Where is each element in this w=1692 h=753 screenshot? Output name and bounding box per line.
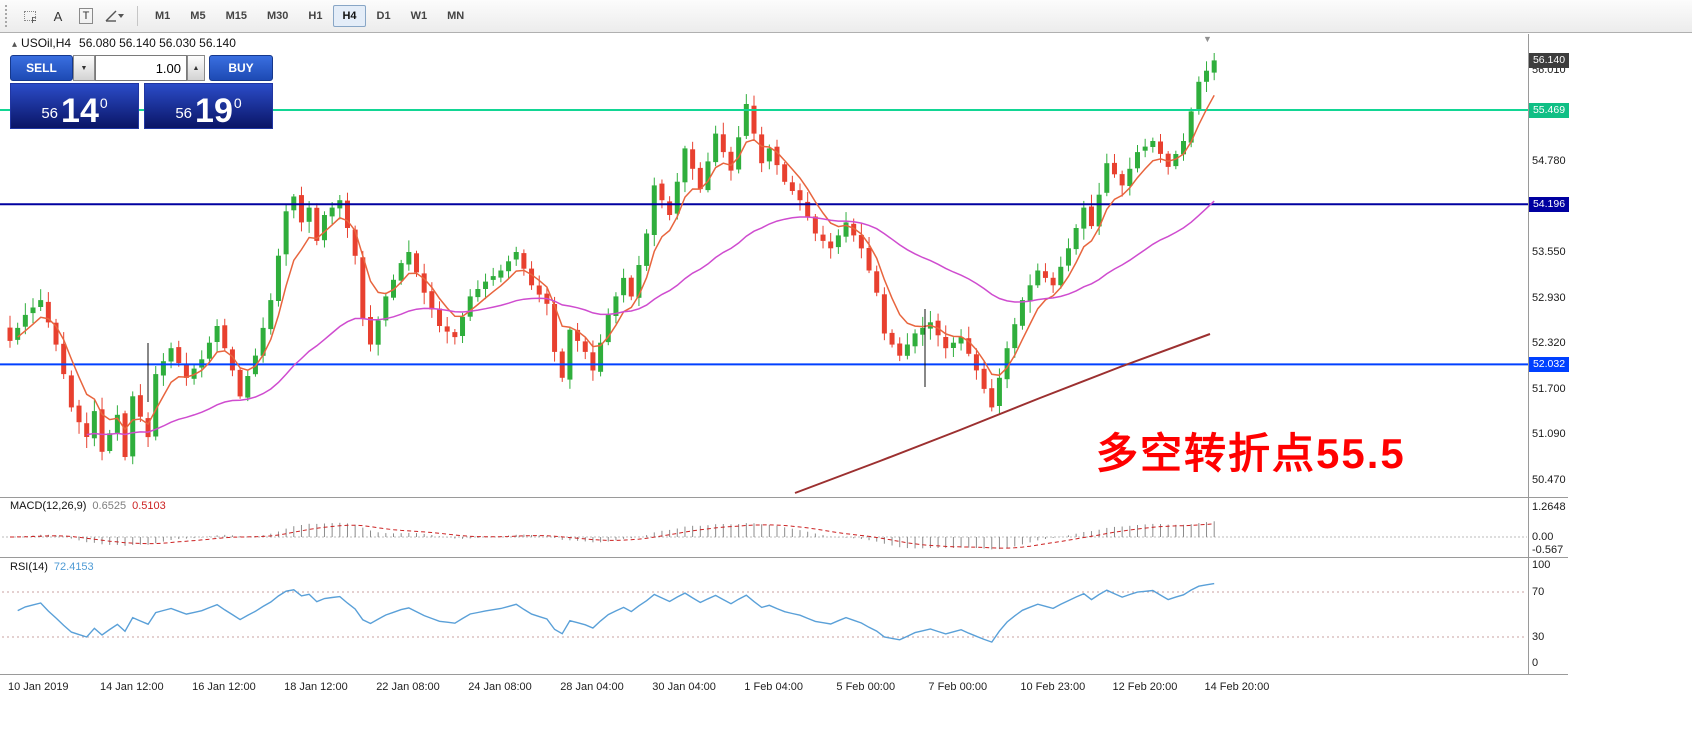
font-a-icon: A <box>53 8 63 24</box>
rsi-axis-label: 30 <box>1532 631 1545 643</box>
volume-dropdown-button[interactable]: ▼ <box>73 55 95 81</box>
sell-price-prefix: 56 <box>41 105 59 122</box>
one-click-trading-panel: SELL ▼ ▲ BUY 56 14 0 56 19 0 <box>10 55 273 129</box>
macd-axis-label: 0.00 <box>1532 531 1554 543</box>
chart-annotation[interactable]: 多空转折点55.5 <box>1096 430 1406 477</box>
text-label-icon: T <box>78 8 94 24</box>
price-axis-label: 53.550 <box>1532 246 1566 258</box>
price-axis-label: 54.780 <box>1532 155 1566 167</box>
chart-ohlc-header: ▴ USOil,H4 56.080 56.140 56.030 56.140 <box>12 36 236 50</box>
sell-price-display[interactable]: 56 14 0 <box>10 83 139 129</box>
time-axis-label: 28 Jan 04:00 <box>560 681 624 693</box>
text-label-tool-button[interactable]: T <box>73 4 99 28</box>
macd-indicator <box>2 521 1527 550</box>
buy-button[interactable]: BUY <box>209 55 273 81</box>
rsi-indicator <box>2 582 1527 643</box>
rsi-axis-label: 70 <box>1532 586 1545 598</box>
tab-timeframe-m30[interactable]: M30 <box>258 5 297 27</box>
time-axis-label: 30 Jan 04:00 <box>652 681 716 693</box>
buy-price-main: 19 <box>195 92 233 131</box>
grid-icon <box>23 11 36 21</box>
tab-timeframe-w1[interactable]: W1 <box>402 5 437 27</box>
time-axis-label: 10 Feb 23:00 <box>1020 681 1086 693</box>
sell-price-sup: 0 <box>99 95 108 111</box>
tab-timeframe-h4[interactable]: H4 <box>333 5 366 27</box>
time-axis-label: 22 Jan 08:00 <box>376 681 440 693</box>
shapes-dropdown-button[interactable] <box>101 4 129 28</box>
macd-axis-label: 1.2648 <box>1532 501 1566 513</box>
tab-timeframe-m15[interactable]: M15 <box>217 5 256 27</box>
symbol-timeframe-label: USOil,H4 <box>21 36 72 50</box>
sell-price-main: 14 <box>61 92 99 131</box>
time-axis-label: 10 Jan 2019 <box>8 681 69 693</box>
time-axis[interactable]: 10 Jan 2019 14 Jan 12:00 16 Jan 12:00 18 Ja… <box>0 675 1528 700</box>
buy-price-display[interactable]: 56 19 0 <box>144 83 273 129</box>
font-tool-button[interactable]: A <box>45 4 71 28</box>
tab-timeframe-m5[interactable]: M5 <box>181 5 214 27</box>
macd-axis-label: -0.567 <box>1532 544 1564 557</box>
sell-button[interactable]: SELL <box>10 55 73 81</box>
toolbar-separator <box>137 6 138 26</box>
chevron-down-icon: ▼ <box>80 64 88 72</box>
macd-signal-value: 0.5103 <box>132 500 166 512</box>
rsi-axis-label: 0 <box>1532 657 1539 669</box>
time-axis-label: 1 Feb 04:00 <box>744 681 804 693</box>
macd-main-value: 0.6525 <box>92 500 127 512</box>
moving-averages <box>17 94 1215 494</box>
rsi-title-label: RSI(14) <box>10 561 48 573</box>
time-axis-label: 16 Jan 12:00 <box>192 681 256 693</box>
price-axis[interactable]: 56.010 54.780 53.550 52.930 52.320 51.700 51.0… <box>1528 33 1692 675</box>
volume-increase-button[interactable]: ▲ <box>187 55 205 81</box>
price-axis-label: 51.700 <box>1532 382 1566 395</box>
time-axis-label: 24 Jan 08:00 <box>468 681 532 693</box>
time-axis-label: 12 Feb 20:00 <box>1112 681 1178 693</box>
tab-timeframe-h1[interactable]: H1 <box>299 5 331 27</box>
rsi-value: 72.4153 <box>53 561 94 573</box>
ohlc-values: 56.080 56.140 56.030 56.140 <box>79 36 236 50</box>
rsi-axis-label: 100 <box>1532 559 1551 571</box>
toolbar-grip[interactable] <box>5 5 11 27</box>
collapse-triangle-icon[interactable]: ▴ <box>12 39 18 50</box>
chart-grid-button[interactable]: F <box>17 4 43 28</box>
grid-f-label: F <box>31 15 37 25</box>
time-axis-label: 7 Feb 00:00 <box>928 681 988 693</box>
buy-price-prefix: 56 <box>175 105 193 122</box>
chevron-down-icon <box>118 14 124 18</box>
chevron-up-icon: ▲ <box>192 64 200 72</box>
macd-title-label: MACD(12,26,9) <box>10 500 87 512</box>
series-end-marker-icon: ▼ <box>1203 34 1212 44</box>
toolbar: F A T M1 M5 M15 M30 H1 H4 D1 W1 MN <box>0 0 1692 33</box>
time-axis-label: 14 Jan 12:00 <box>100 681 164 693</box>
price-axis-label: 52.930 <box>1532 291 1566 304</box>
price-axis-label: 50.470 <box>1532 474 1566 486</box>
time-axis-label: 14 Feb 20:00 <box>1204 681 1270 693</box>
time-axis-label: 18 Jan 12:00 <box>284 681 348 693</box>
price-marker-label: 56.140 <box>1529 52 1569 68</box>
tab-timeframe-d1[interactable]: D1 <box>368 5 400 27</box>
time-axis-label: 5 Feb 00:00 <box>836 681 896 693</box>
shapes-icon <box>105 10 124 22</box>
rsi-header: RSI(14) 72.4153 <box>10 561 94 573</box>
price-marker-label: 54.196 <box>1529 196 1569 212</box>
tab-timeframe-m1[interactable]: M1 <box>146 5 179 27</box>
trend-line <box>794 333 1211 494</box>
volume-input[interactable] <box>95 55 187 81</box>
timeframe-switcher: M1 M5 M15 M30 H1 H4 D1 W1 MN <box>145 5 474 27</box>
price-axis-label: 51.090 <box>1532 428 1566 441</box>
price-marker-label: 52.032 <box>1529 356 1569 372</box>
tab-timeframe-mn[interactable]: MN <box>438 5 473 27</box>
price-axis-label: 52.320 <box>1532 337 1566 350</box>
candlestick-series <box>7 53 1217 465</box>
buy-price-sup: 0 <box>233 95 242 111</box>
price-marker-label: 55.469 <box>1529 102 1569 118</box>
trade-prices-row: 56 14 0 56 19 0 <box>10 83 273 129</box>
trade-controls-row: SELL ▼ ▲ BUY <box>10 55 273 81</box>
macd-header: MACD(12,26,9) 0.6525 0.5103 <box>10 500 166 512</box>
